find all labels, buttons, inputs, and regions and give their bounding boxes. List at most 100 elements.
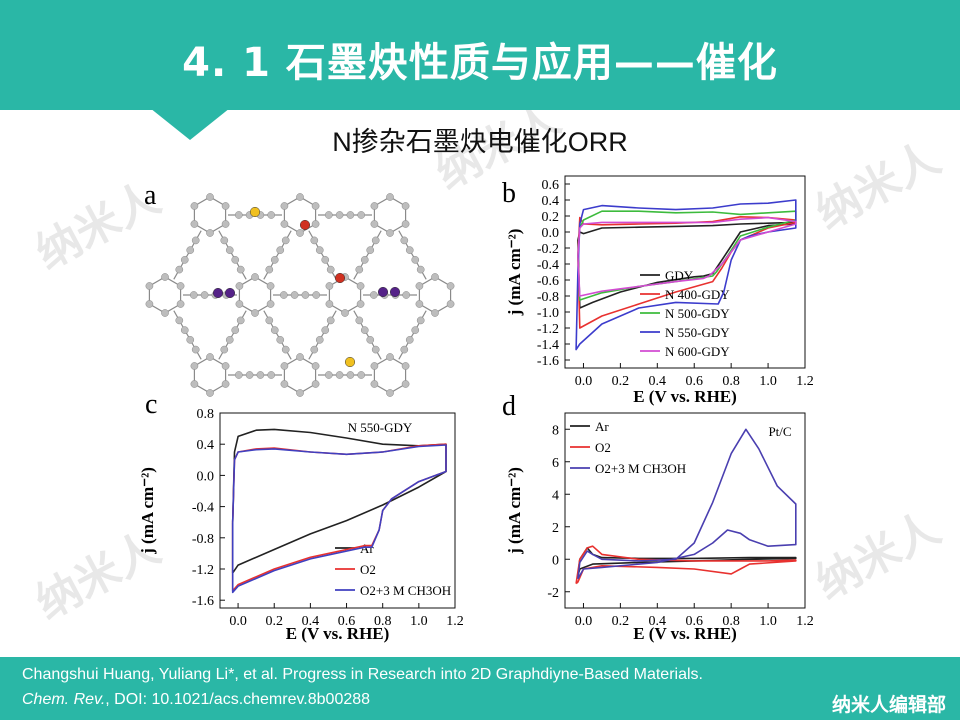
carbon-atom [220, 236, 229, 245]
carbon-atom [311, 220, 320, 228]
carbon-atom [200, 291, 209, 299]
carbon-atom [405, 336, 414, 344]
carbon-atom [371, 236, 380, 245]
nitrogen-atom [344, 356, 356, 368]
carbon-atom [401, 380, 410, 388]
carbon-atom [416, 316, 425, 325]
carbon-atom [280, 362, 289, 370]
y-tick-label: -1.2 [192, 563, 214, 578]
legend-label: O2+3 M CH3OH [595, 461, 686, 476]
carbon-atom [176, 282, 185, 290]
carbon-atom [360, 326, 369, 334]
citation-doi: , DOI: 10.1021/acs.chemrev.8b00288 [105, 691, 371, 708]
carbon-atom [231, 326, 240, 334]
carbon-atom [446, 282, 455, 290]
carbon-atom [311, 362, 320, 370]
x-tick-label: 0.8 [374, 614, 392, 629]
carbon-atom [315, 336, 324, 344]
carbon-atom [145, 300, 154, 308]
carbon-atom [267, 371, 276, 379]
ring-bond [193, 196, 227, 234]
x-tick-label: 0.6 [685, 614, 703, 629]
chart-b-frame [564, 175, 806, 369]
legend-label: N 400-GDY [665, 287, 730, 302]
legend-label: N 550-GDY [665, 325, 730, 340]
carbon-atom [296, 353, 304, 361]
x-tick-label: 1.2 [446, 614, 464, 629]
y-tick-label: 0.0 [197, 469, 215, 484]
carbon-atom [401, 362, 410, 370]
y-tick-label: 2 [552, 521, 559, 536]
x-tick-label: 0.8 [722, 614, 740, 629]
ring-bond [328, 276, 362, 314]
carbon-atom [279, 291, 288, 299]
x-axis-label: E (V vs. RHE) [633, 624, 737, 643]
carbon-atom [401, 220, 410, 228]
legend-label: O2 [595, 440, 611, 455]
x-tick-label: 0.8 [722, 374, 740, 389]
carbon-atom [335, 371, 344, 379]
carbon-atom [206, 193, 214, 201]
series-line [231, 444, 447, 594]
carbon-atom [251, 273, 259, 281]
carbon-atom [431, 309, 439, 317]
carbon-atom [315, 246, 324, 254]
chart-d: d 0.0 0.2 0.4 0.6 0.8 1.0 1.2 8 6 4 2 0 -2 E (V vs. RH… [502, 391, 814, 643]
carbon-atom [321, 326, 330, 334]
carbon-atom [225, 246, 234, 254]
carbon-atom [326, 316, 335, 325]
y-tick-label: -0.4 [537, 258, 559, 273]
x-tick-label: 0.0 [575, 374, 593, 389]
carbon-atom [235, 300, 244, 308]
carbon-atom [281, 236, 290, 245]
carbon-atom [324, 371, 333, 379]
carbon-atom [206, 353, 214, 361]
carbon-atom [190, 362, 199, 370]
nitrogen-atom [212, 287, 224, 299]
x-tick-label: 0.0 [575, 614, 593, 629]
carbon-atom [186, 246, 195, 254]
carbon-atom [276, 336, 285, 344]
x-tick-label: 0.2 [265, 614, 283, 629]
carbon-atom [411, 256, 420, 264]
carbon-atom [371, 345, 380, 354]
carbon-atom [312, 291, 321, 299]
carbon-atom [321, 256, 330, 264]
x-tick-label: 1.0 [759, 374, 777, 389]
carbon-atom [236, 316, 245, 325]
carbon-atom [356, 300, 365, 308]
y-tick-label: 0.8 [197, 407, 215, 422]
carbon-atom [301, 291, 310, 299]
carbon-atom [190, 380, 199, 388]
y-tick-label: 0.2 [542, 210, 560, 225]
carbon-atom [266, 300, 275, 308]
y-tick-label: -1.0 [537, 306, 559, 321]
chart-c-frame [219, 412, 456, 609]
carbon-atom [281, 345, 290, 354]
carbon-atom [161, 273, 169, 281]
footer-bar [0, 657, 960, 720]
carbon-atom [265, 265, 274, 274]
citation-reference: Chem. Rev., DOI: 10.1021/acs.chemrev.8b0… [22, 691, 370, 709]
carbon-atom [296, 193, 304, 201]
series-line [575, 545, 797, 585]
carbon-atom [231, 256, 240, 264]
y-axis-label: j (mA cm⁻²) [138, 467, 157, 555]
carbon-atom [180, 326, 189, 334]
carbon-atom [325, 300, 334, 308]
carbon-atom [256, 371, 265, 379]
carbon-atom [411, 326, 420, 334]
x-tick-label: 1.2 [796, 614, 814, 629]
carbon-atom [221, 220, 230, 228]
chart-d-label: d [502, 391, 516, 422]
citation-authors: Changshui Huang, Yuliang Li*, et al. Pro… [22, 666, 703, 683]
carbon-atom [206, 389, 214, 397]
x-tick-label: 1.0 [759, 614, 777, 629]
carbon-atom [235, 282, 244, 290]
carbon-atom [386, 389, 394, 397]
chart-d-frame [564, 412, 806, 609]
y-tick-label: 4 [552, 488, 559, 503]
ring-bond [238, 276, 272, 314]
x-tick-label: 0.6 [338, 614, 356, 629]
y-tick-label: -1.6 [192, 594, 214, 609]
